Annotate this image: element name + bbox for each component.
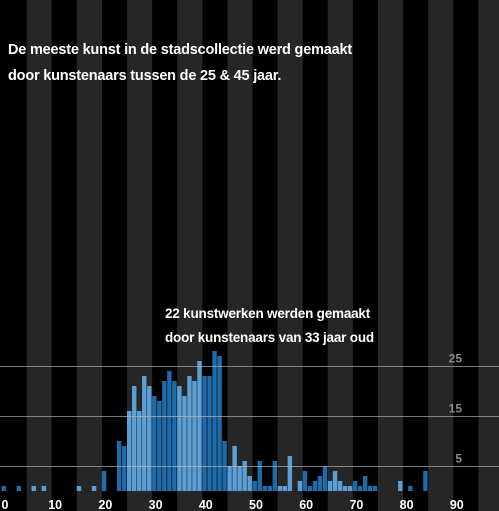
bar-age-20 bbox=[101, 471, 107, 491]
bar-age-55 bbox=[277, 486, 283, 491]
bar-age-18 bbox=[91, 486, 97, 491]
bar-age-69 bbox=[347, 486, 353, 491]
bar-age-60 bbox=[302, 471, 308, 491]
x-tick-label: 10 bbox=[48, 498, 62, 511]
x-tick-label: 0 bbox=[2, 498, 9, 511]
bar-age-59 bbox=[297, 481, 303, 491]
y-tick-label: 25 bbox=[449, 352, 463, 366]
bar-age-68 bbox=[342, 486, 348, 491]
bar-age-38 bbox=[192, 381, 197, 491]
bar-age-37 bbox=[187, 376, 192, 491]
bar-age-62 bbox=[312, 481, 318, 491]
bar-age-36 bbox=[182, 396, 187, 491]
bar-age-79 bbox=[398, 481, 403, 491]
bar-age-50 bbox=[252, 481, 257, 491]
bar-age-48 bbox=[242, 461, 247, 491]
bar-age-61 bbox=[307, 486, 313, 491]
x-tick-label: 40 bbox=[199, 498, 213, 511]
bar-age-81 bbox=[408, 486, 413, 491]
bar-age-67 bbox=[337, 481, 343, 491]
bar-age-43 bbox=[217, 356, 222, 491]
y-tick-label: 15 bbox=[449, 402, 463, 416]
bar-age-57 bbox=[287, 456, 293, 491]
bar-age-66 bbox=[332, 471, 338, 491]
stripe-band bbox=[76, 0, 102, 511]
headline-line-1: De meeste kunst in de stadscollectie wer… bbox=[8, 42, 352, 58]
y-tick-label: 5 bbox=[455, 452, 462, 466]
bar-age-31 bbox=[157, 401, 162, 491]
bar-age-70 bbox=[352, 481, 358, 491]
peak-annotation: 22 kunstwerken werden gemaakt door kunst… bbox=[165, 302, 374, 350]
bar-age-51 bbox=[257, 461, 262, 491]
bar-age-54 bbox=[272, 461, 277, 491]
stripe-band bbox=[428, 0, 454, 511]
bar-age-46 bbox=[232, 446, 237, 491]
x-tick-label: 80 bbox=[400, 498, 414, 511]
bar-age-44 bbox=[222, 441, 227, 491]
bar-age-64 bbox=[322, 466, 328, 491]
annotation-line-2: door kunstenaars van 33 jaar oud bbox=[165, 330, 374, 345]
bar-age-71 bbox=[357, 486, 363, 491]
bar-age-63 bbox=[317, 476, 323, 491]
x-tick-label: 30 bbox=[149, 498, 163, 511]
bar-age-23 bbox=[116, 441, 122, 491]
bar-age-52 bbox=[262, 486, 267, 491]
bar-age-3 bbox=[16, 486, 21, 491]
bar-age-74 bbox=[372, 486, 378, 491]
bar-age-29 bbox=[147, 386, 152, 491]
x-tick-label: 50 bbox=[249, 498, 263, 511]
bar-age-72 bbox=[362, 476, 368, 491]
bar-age-65 bbox=[327, 481, 333, 491]
bar-age-42 bbox=[212, 351, 217, 491]
x-tick-label: 20 bbox=[98, 498, 112, 511]
background-stripes bbox=[26, 0, 499, 511]
stripe-band bbox=[478, 0, 499, 511]
bar-age-24 bbox=[121, 446, 127, 491]
annotation-line-1: 22 kunstwerken werden gemaakt bbox=[165, 306, 371, 321]
bar-age-15 bbox=[76, 486, 82, 491]
bar-age-73 bbox=[367, 486, 373, 491]
stripe-band bbox=[277, 0, 303, 511]
x-tick-label: 90 bbox=[450, 498, 464, 511]
bar-age-41 bbox=[207, 376, 212, 491]
gridlines bbox=[0, 366, 499, 467]
headline-line-2: door kunstenaars tussen de 25 & 45 jaar. bbox=[8, 68, 282, 84]
bar-age-34 bbox=[172, 381, 177, 491]
bar-age-84 bbox=[423, 471, 428, 491]
x-tick-label: 70 bbox=[349, 498, 363, 511]
bar-age-40 bbox=[202, 376, 207, 491]
bar-age-33 bbox=[167, 371, 172, 491]
bar-age-0 bbox=[1, 486, 6, 491]
bar-age-39 bbox=[197, 361, 202, 491]
bar-age-49 bbox=[247, 476, 252, 491]
bar-age-6 bbox=[31, 486, 37, 491]
bar-age-30 bbox=[152, 396, 157, 491]
bar-age-8 bbox=[41, 486, 47, 491]
stripe-band bbox=[327, 0, 353, 511]
bars bbox=[1, 351, 428, 491]
bar-age-56 bbox=[282, 486, 288, 491]
bar-age-28 bbox=[142, 376, 147, 491]
x-tick-label: 60 bbox=[299, 498, 313, 511]
bar-age-25 bbox=[127, 411, 132, 491]
bar-age-53 bbox=[267, 486, 272, 491]
bar-age-47 bbox=[237, 466, 242, 491]
bar-age-32 bbox=[162, 381, 167, 491]
y-axis-ticks: 5 15 25 bbox=[449, 352, 463, 466]
bar-age-35 bbox=[177, 386, 182, 491]
stripe-band bbox=[227, 0, 253, 511]
bar-age-45 bbox=[227, 466, 232, 491]
bar-age-26 bbox=[132, 386, 137, 491]
stripe-band bbox=[378, 0, 404, 511]
stripe-band bbox=[26, 0, 52, 511]
bar-age-27 bbox=[137, 411, 142, 491]
headline: De meeste kunst in de stadscollectie wer… bbox=[8, 37, 352, 89]
x-axis-ticks: 0 10 20 30 40 50 60 70 80 90 bbox=[2, 498, 464, 511]
